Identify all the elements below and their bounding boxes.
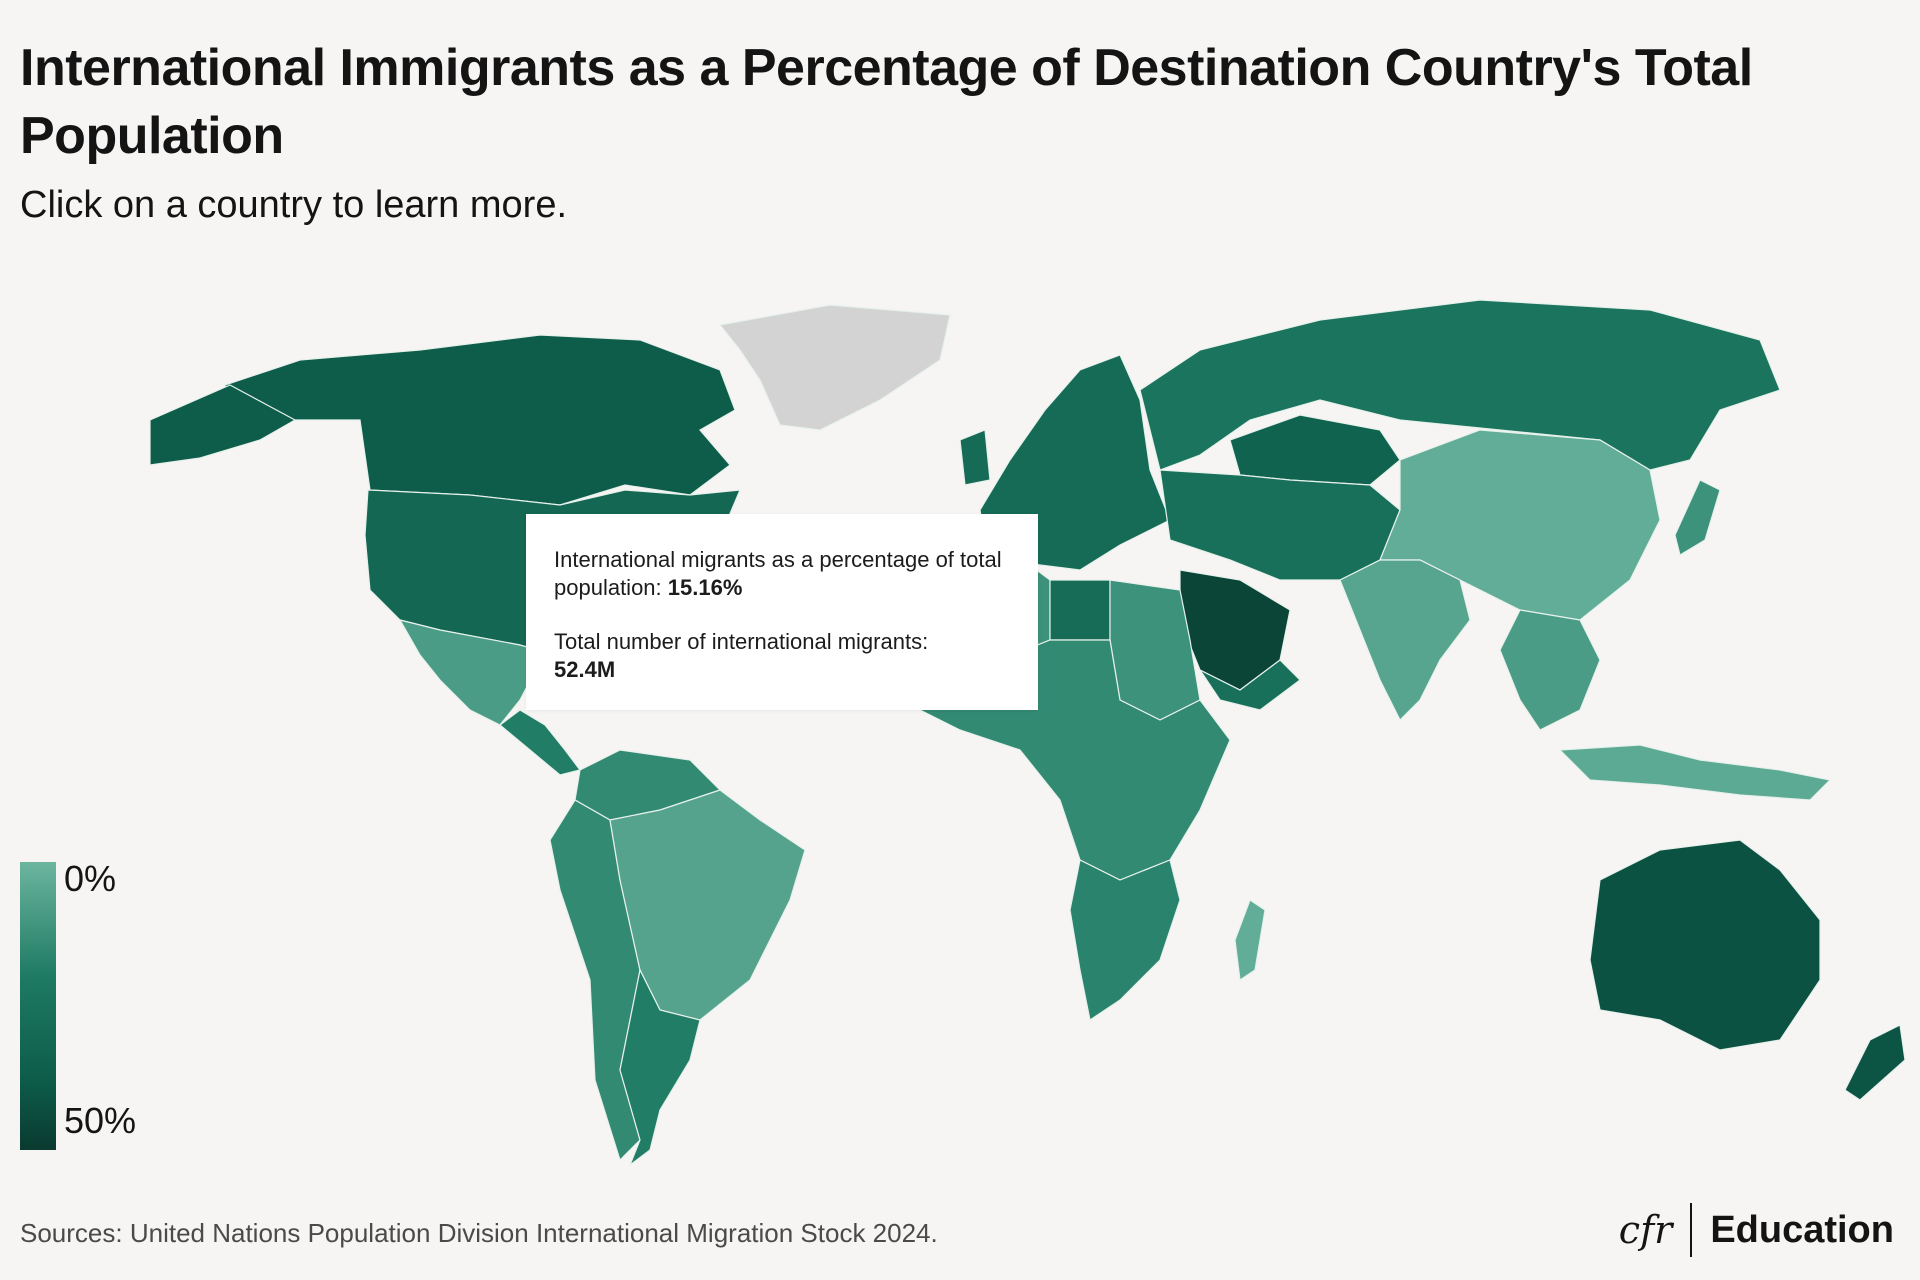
tooltip-percentage-label: International migrants as a percentage o… [554,547,1002,600]
country-japan[interactable] [1674,479,1721,556]
legend-color-scale [20,862,56,1150]
brand-text: Education [1710,1208,1894,1251]
brand-logo: cfr Education [1618,1203,1894,1257]
country-uk[interactable] [959,429,991,486]
sources-note: Sources: United Nations Population Divis… [20,1218,938,1248]
country-australia[interactable] [1589,839,1821,1051]
country-indonesia[interactable] [1558,744,1832,801]
tooltip-percentage: International migrants as a percentage o… [554,546,1010,602]
cfr-logo: cfr [1618,1208,1673,1252]
country-central-asia-iran[interactable] [1159,469,1401,581]
country-india[interactable] [1339,559,1471,722]
country-alaska[interactable] [149,384,297,466]
country-central-america[interactable] [499,709,582,776]
brand-divider [1690,1203,1693,1257]
country-kazakhstan[interactable] [1229,414,1401,486]
country-southeast-asia[interactable] [1499,609,1601,731]
country-new-zealand[interactable] [1844,1024,1906,1101]
country-canada[interactable] [224,334,736,506]
country-madagascar[interactable] [1234,899,1266,982]
world-map[interactable] [0,280,1920,1180]
country-tooltip: International migrants as a percentage o… [526,514,1038,710]
chart-title: International Immigrants as a Percentage… [20,39,1753,165]
world-map-svg[interactable] [0,280,1920,1180]
tooltip-total-label: Total number of international migrants: [554,629,929,654]
country-argentina[interactable] [619,968,701,1167]
country-mexico[interactable] [398,619,546,726]
country-yemen-oman[interactable] [1198,659,1301,711]
legend-max-label: 50% [64,1100,137,1141]
tooltip-percentage-value: 15.16% [667,575,743,600]
tooltip-total: Total number of international migrants: … [554,628,1010,684]
legend-min-label: 0% [64,858,117,899]
country-southern-africa[interactable] [1069,859,1181,1021]
country-brazil[interactable] [609,789,806,1021]
country-libya[interactable] [1049,579,1111,641]
country-russia[interactable] [1139,299,1781,471]
country-greenland [718,304,951,431]
tooltip-total-value: 52.4M [554,657,616,682]
chart-subtitle: Click on a country to learn more. [20,184,568,226]
